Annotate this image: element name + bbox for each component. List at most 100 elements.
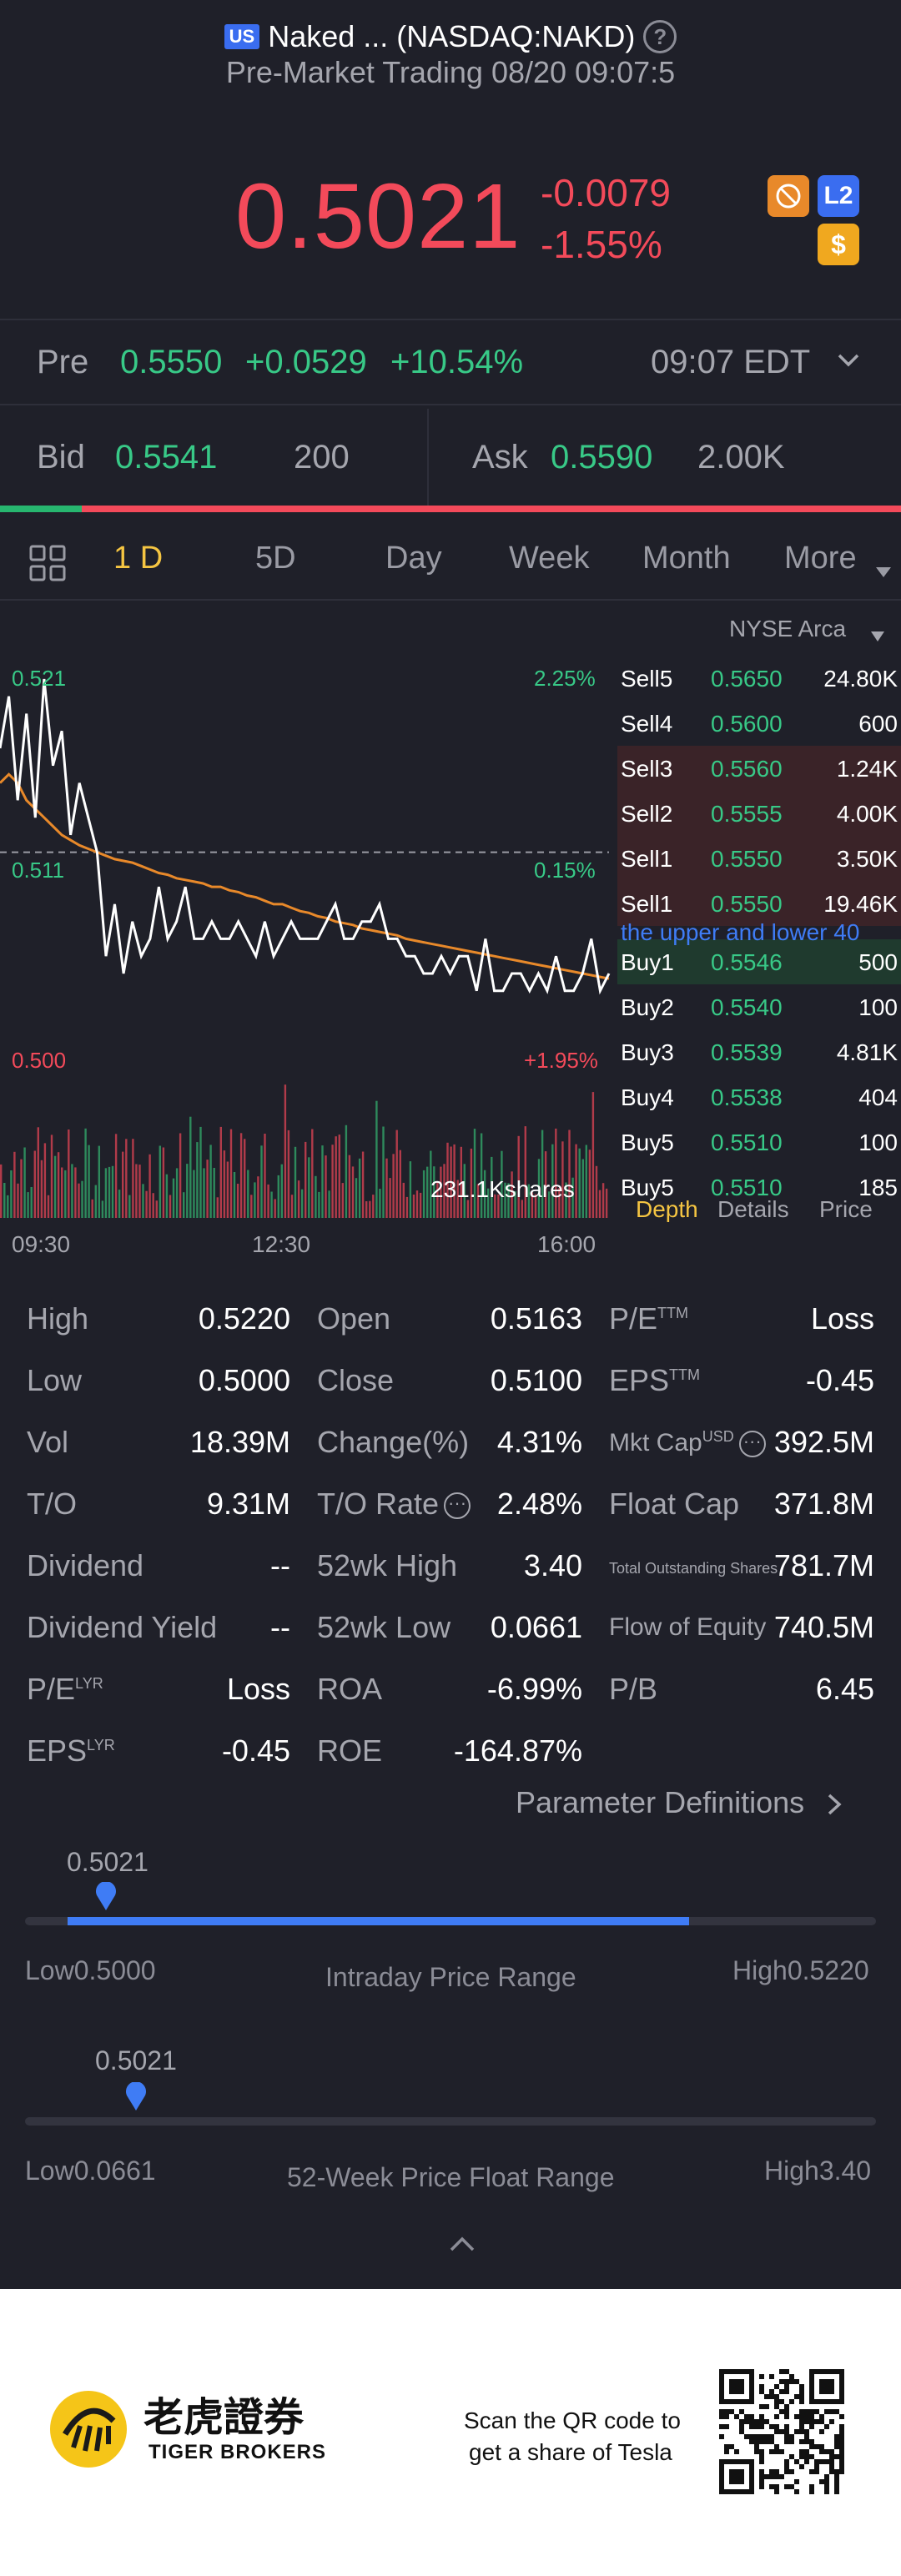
pre-label: Pre [37, 344, 89, 380]
stat-label: EPSTTM [609, 1363, 701, 1397]
volume-bar [382, 1126, 385, 1218]
depth-row[interactable]: Buy4 0.5538 404 [617, 1074, 901, 1119]
stat-label: Total Outstanding Shares [609, 1560, 778, 1577]
stat-value: -164.87% [453, 1733, 582, 1768]
depth-row[interactable]: Sell2 0.5555 4.00K [617, 791, 901, 836]
depth-row[interactable]: Buy5 0.5510 100 [617, 1119, 901, 1165]
volume-bar [118, 1190, 121, 1218]
pre-change-pct: +10.54% [390, 344, 524, 380]
volume-bar [125, 1139, 128, 1218]
volume-bar [23, 1147, 26, 1218]
pre-change: +0.0529 [245, 344, 367, 380]
depth-price: 0.5510 [711, 1175, 783, 1200]
divider [0, 404, 901, 405]
depth-row[interactable]: Sell4 0.5600 600 [617, 701, 901, 746]
bid-ask-ratio-bar [0, 506, 901, 512]
depth-row[interactable]: Sell5 0.5650 24.80K [617, 656, 901, 701]
depth-size: 4.00K [836, 801, 898, 827]
intraday-chart[interactable]: 0.521 2.25% 0.511 0.15% 0.500 +1.95% 231… [0, 601, 617, 1268]
volume-bar [37, 1127, 39, 1218]
volume-bar [244, 1139, 246, 1218]
caret-down-icon[interactable] [869, 622, 886, 649]
tab-5d[interactable]: 5D [255, 541, 296, 576]
volume-bar [108, 1166, 111, 1218]
volume-bar [239, 1133, 243, 1218]
dollar-icon[interactable]: $ [818, 224, 859, 265]
depth-row[interactable]: Buy2 0.5540 100 [617, 984, 901, 1029]
tab-more[interactable]: More [784, 541, 857, 576]
week52-pin-icon [125, 2081, 147, 2111]
tab-1d[interactable]: 1 D [113, 541, 164, 576]
brand-en: TIGER BROKERS [148, 2441, 327, 2463]
tab-month[interactable]: Month [642, 541, 731, 576]
volume-bar [456, 1180, 459, 1218]
volume-bar [81, 1180, 83, 1218]
volume-bar [571, 1177, 574, 1218]
help-icon[interactable]: ? [643, 20, 677, 53]
volume-bar [521, 1200, 523, 1218]
volume-bar [169, 1195, 172, 1218]
stat-label: ROA [317, 1672, 383, 1706]
tab-day[interactable]: Day [385, 541, 442, 576]
depth-price: 0.5540 [711, 994, 783, 1020]
volume-bar [43, 1143, 47, 1218]
exchange-name[interactable]: NYSE Arca [729, 616, 847, 641]
volume-bar [122, 1151, 124, 1218]
chevron-down-icon[interactable] [834, 345, 863, 378]
pre-market-row[interactable]: Pre 0.5550 +0.0529 +10.54% 09:07 EDT [0, 327, 901, 400]
volume-bar [308, 1157, 310, 1218]
grid-icon[interactable] [28, 544, 67, 591]
depth-side: Sell2 [621, 801, 673, 827]
level2-icon[interactable]: L2 [818, 175, 859, 217]
depth-row[interactable]: Sell1 0.5550 19.46K [617, 881, 901, 926]
change-percent: -1.55% [541, 223, 662, 266]
tab-week[interactable]: Week [509, 541, 590, 576]
stat-value: Loss [810, 1301, 874, 1336]
stat-label: ROE [317, 1733, 383, 1768]
depth-row[interactable]: Buy5 0.5510 185 [617, 1165, 901, 1210]
info-icon[interactable]: ··· [738, 1431, 766, 1458]
stat-label: Low [27, 1363, 83, 1397]
tab-price[interactable]: Price [819, 1196, 873, 1222]
tab-details[interactable]: Details [717, 1196, 789, 1222]
info-icon[interactable]: ··· [444, 1492, 471, 1520]
volume-bar [186, 1164, 189, 1218]
volume-bar [453, 1144, 456, 1218]
volume-bar [375, 1100, 378, 1218]
volume-bar [254, 1182, 256, 1218]
depth-row[interactable]: Sell1 0.5550 3.50K [617, 836, 901, 881]
intraday-low: Low0.5000 [25, 1955, 156, 1985]
stat-value: 0.5100 [490, 1363, 582, 1397]
volume-bar [189, 1116, 192, 1218]
price-change: -0.0079 -1.55% [541, 167, 671, 270]
volume-bar [555, 1128, 557, 1218]
depth-row[interactable]: Buy3 0.5539 4.81K [617, 1029, 901, 1074]
volume-bar [226, 1161, 229, 1218]
volume-bar [480, 1133, 483, 1218]
volume-bar [504, 1182, 506, 1218]
depth-row[interactable]: Sell3 0.5560 1.24K [617, 746, 901, 791]
volume-bar [443, 1164, 445, 1218]
volume-bar [257, 1176, 259, 1218]
x-tick-start: 09:30 [12, 1231, 71, 1257]
depth-row[interactable]: Buy1 0.5546 500 [617, 939, 901, 984]
volume-bar [433, 1166, 435, 1218]
brand-footer: 老虎證券 TIGER BROKERS Scan the QR code to g… [0, 2289, 901, 2576]
y-mid-label: 0.511 [12, 858, 65, 883]
chart-svg [0, 678, 611, 1218]
parameter-definitions-link[interactable]: Parameter Definitions [516, 1785, 844, 1820]
depth-side: Buy3 [621, 1039, 674, 1065]
volume-bar [460, 1146, 462, 1218]
stat-value: -6.99% [486, 1672, 582, 1706]
no-trade-icon[interactable] [768, 175, 809, 217]
volume-bar [355, 1178, 358, 1218]
tab-depth[interactable]: Depth [636, 1196, 698, 1222]
caret-down-icon[interactable] [874, 552, 893, 588]
volume-bar [152, 1193, 154, 1218]
volume-bar [318, 1191, 320, 1218]
volume-bar [325, 1155, 327, 1218]
volume-bar [84, 1128, 87, 1218]
market-badge: US [224, 24, 260, 49]
chevron-up-icon[interactable] [447, 2234, 477, 2258]
